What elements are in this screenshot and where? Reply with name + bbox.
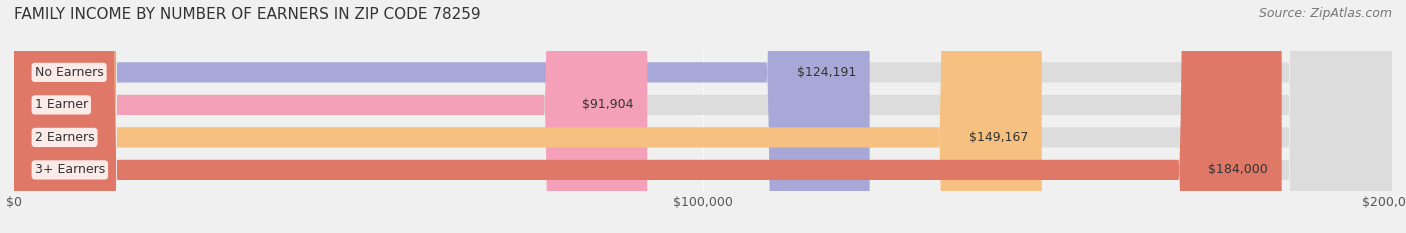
FancyBboxPatch shape	[14, 0, 1392, 233]
Text: $91,904: $91,904	[582, 98, 634, 111]
Text: $184,000: $184,000	[1208, 163, 1268, 176]
Text: Source: ZipAtlas.com: Source: ZipAtlas.com	[1258, 7, 1392, 20]
FancyBboxPatch shape	[14, 0, 1042, 233]
Text: 3+ Earners: 3+ Earners	[35, 163, 105, 176]
Text: $149,167: $149,167	[969, 131, 1028, 144]
Text: FAMILY INCOME BY NUMBER OF EARNERS IN ZIP CODE 78259: FAMILY INCOME BY NUMBER OF EARNERS IN ZI…	[14, 7, 481, 22]
FancyBboxPatch shape	[14, 0, 1392, 233]
FancyBboxPatch shape	[14, 0, 1392, 233]
Text: 2 Earners: 2 Earners	[35, 131, 94, 144]
FancyBboxPatch shape	[14, 0, 1282, 233]
Text: No Earners: No Earners	[35, 66, 104, 79]
Text: 1 Earner: 1 Earner	[35, 98, 87, 111]
FancyBboxPatch shape	[14, 0, 647, 233]
FancyBboxPatch shape	[14, 0, 1392, 233]
Text: $124,191: $124,191	[797, 66, 856, 79]
FancyBboxPatch shape	[14, 0, 870, 233]
